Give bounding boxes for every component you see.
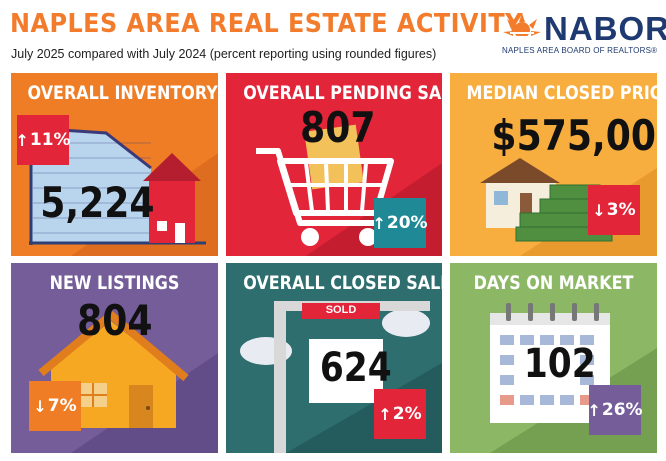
tile-title: OVERALL INVENTORY <box>27 82 218 104</box>
tile-overall-pending-sales: OVERALL PENDING SALES 807 ↑20% <box>226 73 442 256</box>
logo-wordmark: NABOR <box>544 10 666 47</box>
sold-sign-label: SOLD <box>325 304 357 316</box>
tile-median-closed-price: MEDIAN CLOSED PRICE $575,000 ↓3% <box>450 73 657 256</box>
change-badge: ↓ 3% <box>588 185 640 235</box>
tile-days-on-market: DAYS ON MARKET 102 ↑ 26% <box>450 263 657 453</box>
change-value: 7% <box>47 396 77 416</box>
arrow-down-icon: ↓ <box>33 396 47 416</box>
page-subtitle: July 2025 compared with July 2024 (perce… <box>11 47 437 61</box>
tile-title: OVERALL CLOSED SALES <box>243 272 442 294</box>
arrow-up-icon: ↑ <box>15 130 29 150</box>
tile-value: 624 <box>319 345 392 391</box>
tile-value: 102 <box>523 341 596 387</box>
house-icon <box>38 311 218 453</box>
change-badge: ↑ 20% <box>372 198 428 248</box>
tile-new-listings: NEW LISTINGS 804 ↓ 7% <box>11 263 218 453</box>
tile-overall-closed-sales: OVERALL CLOSED SALES SOLD 624 ↑ 2% <box>226 263 442 453</box>
arrow-up-icon: ↑ <box>378 404 392 424</box>
tile-value: $575,000 <box>491 111 657 160</box>
sunburst-logo-icon <box>503 13 541 38</box>
tile-title: OVERALL PENDING SALES <box>243 82 442 104</box>
tile-value: 5,224 <box>40 178 155 227</box>
logo-tagline: NAPLES AREA BOARD OF REALTORS® <box>502 46 658 55</box>
change-badge: ↑ 26% <box>587 385 643 435</box>
change-value: 11% <box>29 130 71 150</box>
tile-title: MEDIAN CLOSED PRICE <box>466 82 657 104</box>
arrow-up-icon: ↑ <box>372 213 386 233</box>
change-value: 3% <box>606 200 636 220</box>
nabor-logo: NABOR NAPLES AREA BOARD OF REALTORS® <box>500 10 666 60</box>
header: NAPLES AREA REAL ESTATE ACTIVITY July 20… <box>0 0 666 70</box>
change-value: 2% <box>392 404 422 424</box>
arrow-up-icon: ↑ <box>587 400 601 420</box>
tile-value: 807 <box>300 103 376 152</box>
change-badge: ↑ 2% <box>374 389 426 439</box>
change-value: 20% <box>386 213 428 233</box>
page-title: NAPLES AREA REAL ESTATE ACTIVITY <box>10 9 523 39</box>
calendar-icon <box>490 303 657 453</box>
tile-value: 804 <box>77 296 153 345</box>
tile-title: NEW LISTINGS <box>49 272 180 294</box>
change-badge: ↑ 11% <box>15 115 71 165</box>
change-value: 26% <box>601 400 643 420</box>
tile-title: DAYS ON MARKET <box>473 272 634 294</box>
tile-overall-inventory: OVERALL INVENTORY 5,224 ↑ 11% <box>11 73 218 256</box>
arrow-down-icon: ↓ <box>592 200 606 220</box>
change-badge: ↓ 7% <box>29 381 81 431</box>
